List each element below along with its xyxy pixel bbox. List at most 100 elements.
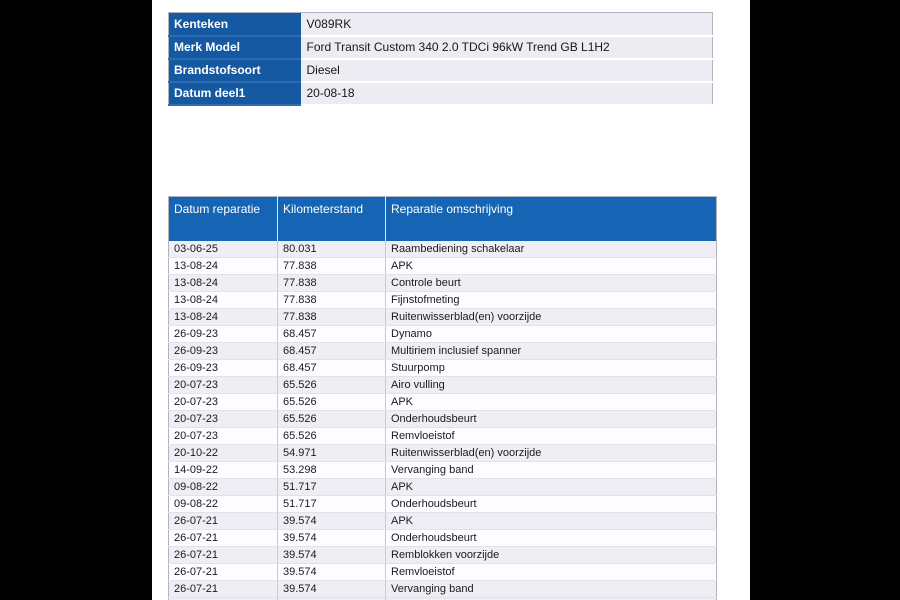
repair-date: 20-07-23 bbox=[168, 427, 278, 445]
vehicle-info-value: 20-08-18 bbox=[300, 81, 713, 106]
repair-row: 03-06-25 80.031 Raambediening schakelaar bbox=[168, 240, 717, 258]
page-canvas: Kenteken V089RK Merk Model Ford Transit … bbox=[152, 0, 750, 600]
repair-date: 03-06-25 bbox=[168, 240, 278, 258]
vehicle-info-row: Kenteken V089RK bbox=[168, 12, 713, 37]
repair-row: 20-07-23 65.526 APK bbox=[168, 393, 717, 411]
repair-mileage: 65.526 bbox=[277, 410, 386, 428]
repair-row: 13-08-24 77.838 Fijnstofmeting bbox=[168, 291, 717, 309]
repair-description: Controle beurt bbox=[385, 274, 717, 292]
repair-row: 20-07-23 65.526 Airo vulling bbox=[168, 376, 717, 394]
repair-date: 13-08-24 bbox=[168, 257, 278, 275]
repair-row: 26-07-21 39.574 Vervanging band bbox=[168, 580, 717, 598]
repair-date: 26-07-21 bbox=[168, 546, 278, 564]
repair-description: Dynamo bbox=[385, 325, 717, 343]
repair-mileage: 65.526 bbox=[277, 427, 386, 445]
repair-date: 20-07-23 bbox=[168, 393, 278, 411]
repair-mileage: 39.574 bbox=[277, 512, 386, 530]
repair-row: 13-08-24 77.838 Controle beurt bbox=[168, 274, 717, 292]
repair-description: Fijnstofmeting bbox=[385, 291, 717, 309]
repair-row: 26-09-23 68.457 Dynamo bbox=[168, 325, 717, 343]
repair-row: 20-10-22 54.971 Ruitenwisserblad(en) voo… bbox=[168, 444, 717, 462]
repair-description: Remvloeistof bbox=[385, 427, 717, 445]
repair-row: 26-07-21 39.574 APK bbox=[168, 512, 717, 530]
vehicle-info-row: Merk Model Ford Transit Custom 340 2.0 T… bbox=[168, 35, 713, 60]
repair-mileage: 51.717 bbox=[277, 478, 386, 496]
repair-mileage: 53.298 bbox=[277, 461, 386, 479]
repair-description: APK bbox=[385, 512, 717, 530]
repair-description: Raambediening schakelaar bbox=[385, 240, 717, 258]
repair-mileage: 39.574 bbox=[277, 546, 386, 564]
repair-description: Airo vulling bbox=[385, 376, 717, 394]
repair-mileage: 68.457 bbox=[277, 359, 386, 377]
repair-mileage: 77.838 bbox=[277, 274, 386, 292]
repair-header-row: Datum reparatie Kilometerstand Reparatie o… bbox=[168, 196, 717, 241]
repair-date: 13-08-24 bbox=[168, 291, 278, 309]
repair-description: Onderhoudsbeurt bbox=[385, 495, 717, 513]
repair-mileage: 77.838 bbox=[277, 308, 386, 326]
repair-mileage: 80.031 bbox=[277, 240, 386, 258]
repair-date: 26-09-23 bbox=[168, 359, 278, 377]
repair-row: 09-08-22 51.717 APK bbox=[168, 478, 717, 496]
repair-description: Onderhoudsbeurt bbox=[385, 529, 717, 547]
repair-row: 09-08-22 51.717 Onderhoudsbeurt bbox=[168, 495, 717, 513]
vehicle-info-value: Diesel bbox=[300, 58, 713, 83]
repair-row: 26-07-21 39.574 Remvloeistof bbox=[168, 563, 717, 581]
repair-date: 13-08-24 bbox=[168, 308, 278, 326]
repair-description: Remblokken voorzijde bbox=[385, 546, 717, 564]
repair-date: 09-08-22 bbox=[168, 478, 278, 496]
repair-date: 26-07-21 bbox=[168, 563, 278, 581]
repair-row: 13-08-24 77.838 Ruitenwisserblad(en) voo… bbox=[168, 308, 717, 326]
repair-history-header: Datum reparatie Kilometerstand Reparatie o… bbox=[168, 196, 717, 241]
repair-column-header: Reparatie omschrijving bbox=[385, 196, 717, 241]
repair-mileage: 39.574 bbox=[277, 529, 386, 547]
vehicle-info-label: Datum deel1 bbox=[168, 81, 301, 106]
repair-description: Stuurpomp bbox=[385, 359, 717, 377]
repair-mileage: 68.457 bbox=[277, 325, 386, 343]
repair-row: 14-09-22 53.298 Vervanging band bbox=[168, 461, 717, 479]
repair-date: 26-07-21 bbox=[168, 580, 278, 598]
vehicle-info-row: Brandstofsoort Diesel bbox=[168, 58, 713, 83]
repair-date: 20-07-23 bbox=[168, 410, 278, 428]
repair-row: 26-09-23 68.457 Multiriem inclusief span… bbox=[168, 342, 717, 360]
repair-date: 13-08-24 bbox=[168, 274, 278, 292]
repair-date: 09-08-22 bbox=[168, 495, 278, 513]
repair-mileage: 77.838 bbox=[277, 257, 386, 275]
repair-row: 26-07-21 39.574 Remblokken voorzijde bbox=[168, 546, 717, 564]
repair-column-header: Kilometerstand bbox=[277, 196, 386, 241]
vehicle-info-label: Kenteken bbox=[168, 12, 301, 37]
vehicle-info-label: Brandstofsoort bbox=[168, 58, 301, 83]
repair-row: 13-08-24 77.838 APK bbox=[168, 257, 717, 275]
repair-description: APK bbox=[385, 478, 717, 496]
repair-mileage: 54.971 bbox=[277, 444, 386, 462]
repair-column-header: Datum reparatie bbox=[168, 196, 278, 241]
repair-row: 26-07-21 39.574 Onderhoudsbeurt bbox=[168, 529, 717, 547]
repair-date: 14-09-22 bbox=[168, 461, 278, 479]
repair-mileage: 39.574 bbox=[277, 580, 386, 598]
repair-mileage: 51.717 bbox=[277, 495, 386, 513]
repair-date: 20-10-22 bbox=[168, 444, 278, 462]
repair-description: Onderhoudsbeurt bbox=[385, 410, 717, 428]
repair-description: Multiriem inclusief spanner bbox=[385, 342, 717, 360]
repair-row-partial bbox=[168, 597, 717, 600]
repair-description: Ruitenwisserblad(en) voorzijde bbox=[385, 444, 717, 462]
vehicle-info-value: V089RK bbox=[300, 12, 713, 37]
repair-row: 20-07-23 65.526 Onderhoudsbeurt bbox=[168, 410, 717, 428]
repair-mileage: 65.526 bbox=[277, 393, 386, 411]
vehicle-info-table: Kenteken V089RK Merk Model Ford Transit … bbox=[168, 12, 713, 106]
repair-row: 26-09-23 68.457 Stuurpomp bbox=[168, 359, 717, 377]
repair-date: 26-09-23 bbox=[168, 325, 278, 343]
repair-mileage: 65.526 bbox=[277, 376, 386, 394]
repair-mileage: 39.574 bbox=[277, 563, 386, 581]
repair-date: 20-07-23 bbox=[168, 376, 278, 394]
repair-date: 26-07-21 bbox=[168, 529, 278, 547]
repair-description: Vervanging band bbox=[385, 580, 717, 598]
repair-history-table: Datum reparatie Kilometerstand Reparatie o… bbox=[168, 196, 717, 600]
repair-date: 26-09-23 bbox=[168, 342, 278, 360]
repair-description: Vervanging band bbox=[385, 461, 717, 479]
repair-description: Ruitenwisserblad(en) voorzijde bbox=[385, 308, 717, 326]
repair-description: Remvloeistof bbox=[385, 563, 717, 581]
repair-mileage: 68.457 bbox=[277, 342, 386, 360]
vehicle-info-value: Ford Transit Custom 340 2.0 TDCi 96kW Tr… bbox=[300, 35, 713, 60]
vehicle-info-row: Datum deel1 20-08-18 bbox=[168, 81, 713, 106]
